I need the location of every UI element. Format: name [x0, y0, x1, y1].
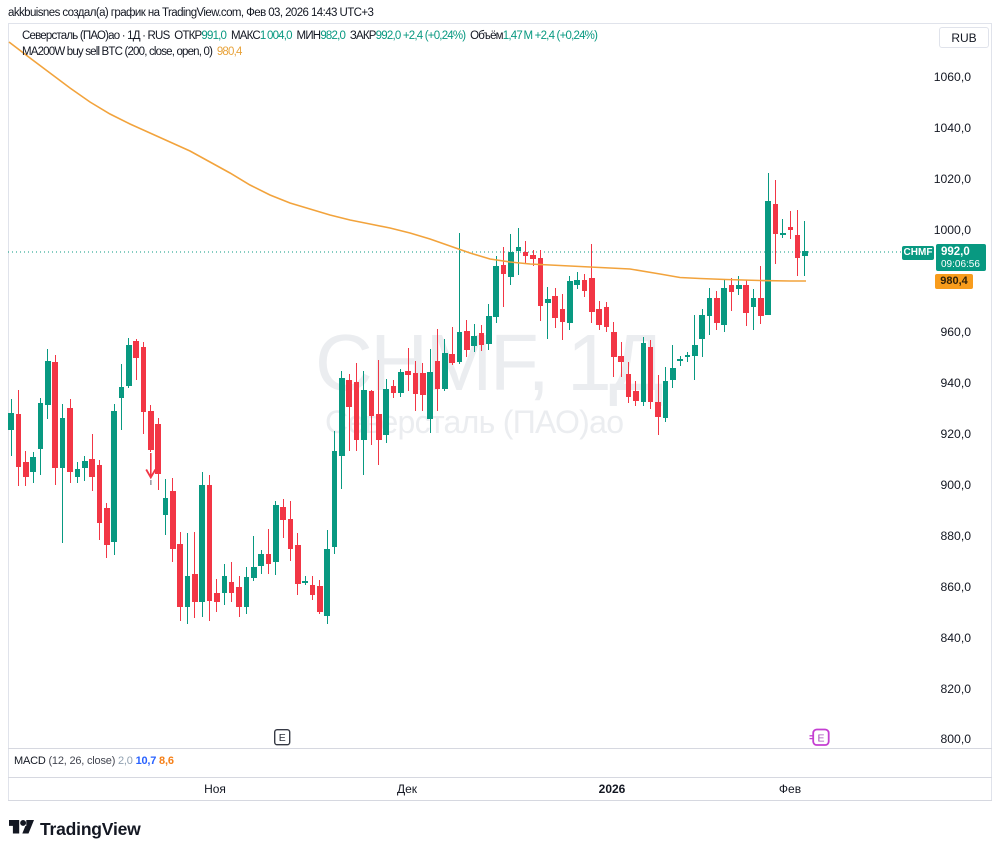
svg-text:E: E	[817, 732, 824, 744]
svg-text:E: E	[279, 732, 286, 744]
